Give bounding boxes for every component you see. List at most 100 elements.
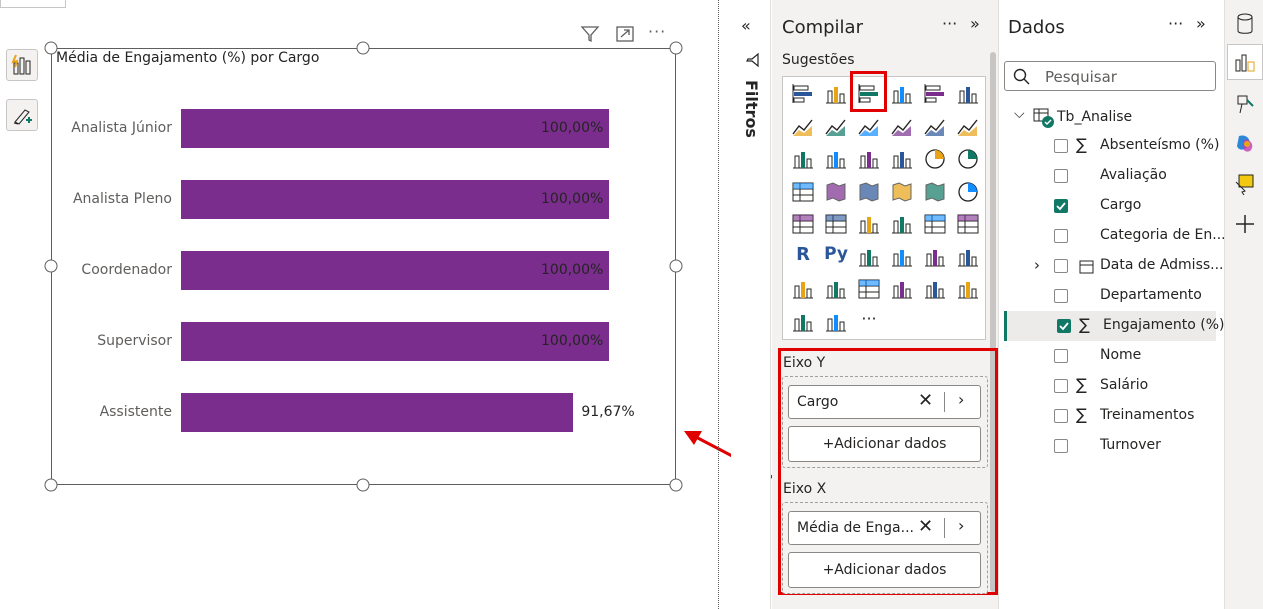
filters-label[interactable]: Filtros bbox=[742, 80, 761, 138]
add-data-x-button[interactable]: +Adicionar dados bbox=[788, 552, 981, 588]
power-apps-icon[interactable] bbox=[790, 309, 816, 335]
bar[interactable] bbox=[181, 109, 609, 148]
clustered-column-icon[interactable] bbox=[889, 81, 915, 107]
field-row[interactable]: Cargo bbox=[1004, 191, 1216, 221]
bar[interactable] bbox=[181, 180, 609, 219]
bar[interactable] bbox=[181, 251, 609, 290]
copilot-icon[interactable] bbox=[1233, 132, 1257, 156]
resize-handle[interactable] bbox=[669, 478, 683, 492]
stacked-column-icon[interactable] bbox=[823, 81, 849, 107]
search-input[interactable]: Pesquisar bbox=[1004, 61, 1216, 91]
gauge-icon[interactable] bbox=[955, 179, 981, 205]
shape-map-icon[interactable] bbox=[889, 179, 915, 205]
field-checkbox[interactable] bbox=[1054, 259, 1068, 273]
chevron-right-icon[interactable]: › bbox=[1034, 256, 1040, 274]
add-icon[interactable] bbox=[1233, 212, 1257, 236]
chevron-down-icon[interactable]: ⌵ bbox=[1014, 106, 1025, 122]
multi-row-card-icon[interactable] bbox=[823, 211, 849, 237]
azure-map-icon[interactable] bbox=[922, 179, 948, 205]
field-checkbox[interactable] bbox=[1054, 229, 1068, 243]
table-name[interactable]: Tb_Analise bbox=[1057, 109, 1133, 125]
more-options-icon[interactable]: ··· bbox=[648, 22, 667, 41]
field-row[interactable]: Turnover bbox=[1004, 431, 1216, 461]
clustered-bar-chart-icon[interactable] bbox=[856, 81, 882, 107]
donut-chart-icon[interactable] bbox=[955, 146, 981, 172]
stacked-column-100-icon[interactable] bbox=[955, 81, 981, 107]
narrative-icon[interactable] bbox=[823, 276, 849, 302]
build-tab[interactable] bbox=[1227, 44, 1263, 80]
bar[interactable] bbox=[181, 393, 574, 432]
x-axis-field[interactable]: Média de Enga... bbox=[788, 511, 981, 545]
resize-handle[interactable] bbox=[669, 41, 683, 55]
remove-icon[interactable]: ✕ bbox=[918, 390, 934, 411]
field-row[interactable]: ∑ Salário bbox=[1004, 371, 1216, 401]
field-row[interactable]: ∑ Treinamentos bbox=[1004, 401, 1216, 431]
area-100-icon[interactable] bbox=[889, 114, 915, 140]
field-checkbox[interactable] bbox=[1054, 139, 1068, 153]
ribbon-chart-icon[interactable] bbox=[790, 146, 816, 172]
funnel-icon[interactable] bbox=[856, 146, 882, 172]
filter-icon[interactable] bbox=[580, 24, 600, 44]
field-row[interactable]: Nome bbox=[1004, 341, 1216, 371]
matrix-icon[interactable] bbox=[955, 211, 981, 237]
qa-icon[interactable] bbox=[922, 244, 948, 270]
key-influencers-icon[interactable] bbox=[856, 244, 882, 270]
line-column-icon[interactable] bbox=[922, 114, 948, 140]
more-options-icon[interactable]: ··· bbox=[1168, 14, 1184, 33]
line-chart-icon[interactable] bbox=[790, 114, 816, 140]
field-checkbox[interactable] bbox=[1054, 379, 1068, 393]
resize-handle[interactable] bbox=[356, 41, 370, 55]
y-axis-field[interactable]: Cargo bbox=[788, 385, 981, 419]
chevron-right-icon[interactable]: › bbox=[958, 516, 965, 535]
resize-handle[interactable] bbox=[44, 41, 58, 55]
card-icon[interactable] bbox=[790, 211, 816, 237]
stacked-area-icon[interactable] bbox=[856, 114, 882, 140]
r-visual-icon[interactable]: R bbox=[796, 243, 810, 265]
python-visual-icon[interactable]: Py bbox=[824, 243, 848, 264]
treemap-icon[interactable] bbox=[790, 179, 816, 205]
resize-handle[interactable] bbox=[356, 478, 370, 492]
database-icon[interactable] bbox=[1233, 12, 1257, 36]
new-card-icon[interactable] bbox=[856, 276, 882, 302]
chevron-right-icon[interactable]: › bbox=[958, 390, 965, 409]
paginated-report-icon[interactable] bbox=[955, 244, 981, 270]
metrics-icon[interactable] bbox=[922, 276, 948, 302]
field-row[interactable]: Avaliação bbox=[1004, 161, 1216, 191]
add-data-y-button[interactable]: +Adicionar dados bbox=[788, 426, 981, 462]
format-brush-button[interactable] bbox=[6, 99, 38, 131]
remove-icon[interactable]: ✕ bbox=[918, 516, 934, 537]
field-row[interactable]: Categoria de En... bbox=[1004, 221, 1226, 251]
table-icon[interactable] bbox=[922, 211, 948, 237]
field-checkbox[interactable] bbox=[1054, 199, 1068, 213]
power-automate-icon[interactable] bbox=[955, 276, 981, 302]
build-visual-icon[interactable] bbox=[1233, 50, 1257, 74]
stacked-bar-icon[interactable] bbox=[790, 81, 816, 107]
filled-map-icon[interactable] bbox=[856, 179, 882, 205]
filters-pane-collapsed[interactable] bbox=[731, 0, 771, 609]
field-row[interactable]: ∑ Absenteísmo (%) bbox=[1004, 131, 1219, 161]
stacked-bar-100-icon[interactable] bbox=[922, 81, 948, 107]
new-slicer-icon[interactable] bbox=[889, 276, 915, 302]
line-stacked-column-icon[interactable] bbox=[955, 114, 981, 140]
field-checkbox[interactable] bbox=[1057, 319, 1071, 333]
expand-icon[interactable]: » bbox=[1196, 14, 1206, 33]
bar[interactable] bbox=[181, 322, 609, 361]
more-visuals-icon[interactable]: ··· bbox=[861, 308, 877, 328]
map-icon[interactable] bbox=[823, 179, 849, 205]
field-row[interactable]: ∑ Engajamento (%) bbox=[1004, 311, 1225, 341]
scrollbar[interactable] bbox=[990, 52, 996, 592]
decomposition-tree-icon[interactable] bbox=[889, 244, 915, 270]
waterfall-icon[interactable] bbox=[823, 146, 849, 172]
expand-icon[interactable]: » bbox=[970, 14, 980, 33]
format-paint-icon[interactable] bbox=[1233, 92, 1257, 116]
slicer-icon[interactable] bbox=[889, 211, 915, 237]
collapse-icon[interactable]: « bbox=[741, 16, 751, 35]
field-row[interactable]: › Data de Admiss... bbox=[1004, 251, 1224, 281]
kpi-icon[interactable] bbox=[856, 211, 882, 237]
focus-mode-icon[interactable] bbox=[615, 24, 635, 44]
field-checkbox[interactable] bbox=[1054, 409, 1068, 423]
field-checkbox[interactable] bbox=[1054, 349, 1068, 363]
area-chart-icon[interactable] bbox=[823, 114, 849, 140]
resize-handle[interactable] bbox=[44, 478, 58, 492]
field-checkbox[interactable] bbox=[1054, 439, 1068, 453]
